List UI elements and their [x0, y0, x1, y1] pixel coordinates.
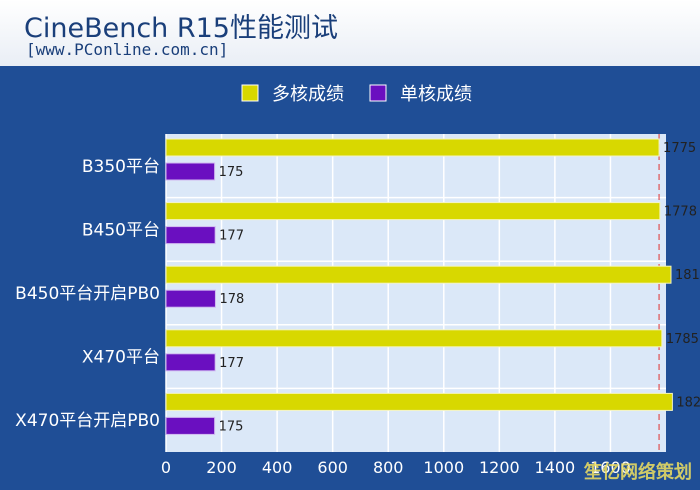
legend-swatch-1 — [241, 84, 259, 102]
legend-label-1: 多核成绩 — [272, 84, 344, 105]
bar-multi-4 — [165, 329, 663, 348]
data-label-single-3: 178 — [219, 292, 244, 307]
bar-single-2 — [165, 226, 216, 245]
data-label-multi-3: 1818 — [675, 268, 700, 283]
category-label-1: B350平台 — [82, 157, 160, 177]
chart-title: CineBench R15性能测试 — [24, 13, 338, 44]
data-label-multi-2: 1778 — [664, 205, 697, 220]
x-tick-label: 1400 — [535, 458, 576, 477]
bar-single-4 — [165, 353, 216, 372]
x-tick-label: 0 — [161, 458, 171, 477]
x-tick-label: 400 — [262, 458, 293, 477]
x-tick-label: 1600 — [590, 458, 631, 477]
data-label-multi-4: 1785 — [666, 332, 699, 347]
x-tick-label: 600 — [317, 458, 348, 477]
category-label-2: B450平台 — [82, 220, 160, 240]
bar-multi-5 — [165, 392, 673, 411]
bar-multi-1 — [165, 138, 660, 157]
bar-single-3 — [165, 289, 216, 308]
data-label-multi-1: 1775 — [663, 141, 696, 156]
data-label-multi-5: 1823 — [676, 395, 700, 410]
legend-swatch-2 — [369, 84, 387, 102]
data-label-single-4: 177 — [219, 356, 244, 371]
bar-single-5 — [165, 416, 216, 435]
x-tick-label: 1000 — [423, 458, 464, 477]
data-label-single-1: 175 — [219, 165, 244, 180]
category-label-4: X470平台 — [82, 348, 160, 368]
title-bar: CineBench R15性能测试 [www.PConline.com.cn] — [0, 0, 700, 66]
category-label-3: B450平台开启PB0 — [15, 284, 160, 304]
data-label-single-5: 175 — [219, 419, 244, 434]
bar-multi-3 — [165, 265, 672, 284]
x-tick-label: 800 — [373, 458, 404, 477]
bar-single-1 — [165, 162, 216, 181]
legend-label-2: 单核成绩 — [400, 84, 472, 105]
x-tick-label: 200 — [206, 458, 237, 477]
data-label-single-2: 177 — [219, 229, 244, 244]
watermark: 笙亿网络策划 — [584, 462, 692, 483]
bar-multi-2 — [165, 202, 661, 221]
x-tick-label: 1200 — [479, 458, 520, 477]
chart-subtitle: [www.PConline.com.cn] — [26, 40, 229, 59]
category-label-5: X470平台开启PB0 — [15, 411, 160, 431]
